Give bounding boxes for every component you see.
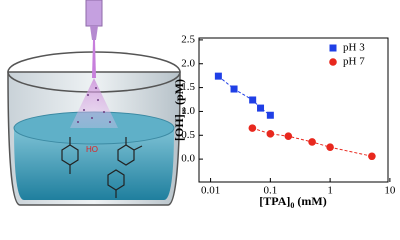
y-tick-label: 0.0 — [181, 153, 195, 165]
x-label-unit: (mM) — [297, 194, 326, 208]
x-tick-label: 0.1 — [263, 185, 277, 197]
y-label-sub: ss — [179, 108, 188, 114]
point — [368, 152, 376, 161]
x-axis-label: [TPA]0 (mM) — [259, 194, 326, 211]
legend-label: pH 3 — [343, 42, 365, 54]
y-tick-label: 0.5 — [181, 129, 195, 141]
x-tick-label: 0.01 — [201, 185, 220, 197]
x-label-main: [TPA] — [259, 194, 290, 208]
point — [214, 72, 222, 80]
legend-marker — [329, 58, 337, 66]
point — [248, 124, 257, 132]
x-tick-label: 10 — [384, 185, 396, 197]
point — [266, 111, 274, 119]
point — [284, 132, 293, 141]
y-tick-label: 1.0 — [181, 105, 195, 117]
point — [308, 138, 316, 146]
y-axis-label: [OH]ss (pM) — [172, 79, 189, 141]
point — [266, 130, 275, 138]
point — [257, 104, 265, 112]
point — [249, 96, 257, 104]
y-label-main: [OH] — [172, 114, 186, 141]
y-tick-label: 1.5 — [181, 81, 195, 93]
point — [326, 143, 334, 151]
legend-label: pH 7 — [343, 56, 365, 68]
x-tick-label: 1 — [327, 185, 333, 197]
point — [230, 85, 238, 93]
y-tick-label: 2.0 — [181, 57, 195, 69]
x-label-sub: 0 — [290, 201, 294, 210]
legend-marker — [329, 44, 337, 52]
illustration: HO — [7, 0, 181, 206]
plot-frame — [198, 37, 389, 183]
figure: HO [OH]ss (pM) [TPA]0 (mM) 0.0 0.5 1.0 1.5 2.0… — [7, 0, 396, 211]
radical-label: HO — [86, 145, 98, 154]
y-label-unit: (pM) — [172, 79, 186, 105]
y-tick-label: 2.5 — [181, 33, 195, 45]
